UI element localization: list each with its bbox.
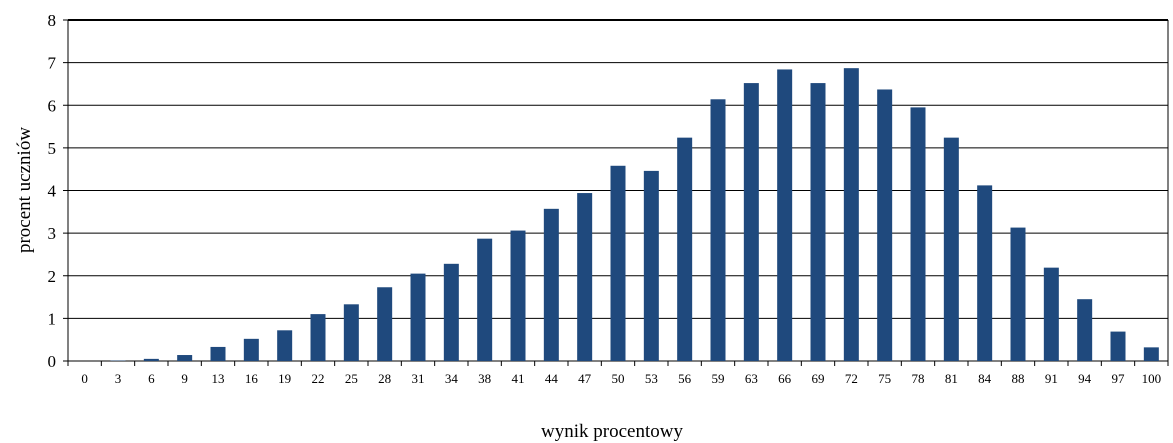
y-tick-labels: 0 1 2 3 4 5 6 7 8 (48, 11, 57, 371)
x-tick-label: 13 (212, 371, 225, 386)
x-tick-label: 69 (812, 371, 825, 386)
x-tick-label: 50 (612, 371, 625, 386)
x-tick-label: 47 (578, 371, 592, 386)
bar (610, 165, 626, 361)
bar (977, 185, 993, 361)
bar (877, 89, 893, 361)
bar (443, 263, 459, 361)
bar (1110, 331, 1126, 361)
x-tick-label: 6 (148, 371, 155, 386)
bar (777, 69, 793, 361)
x-tick-label: 41 (512, 371, 525, 386)
x-tick-label: 9 (181, 371, 188, 386)
bar (743, 83, 759, 362)
bar (710, 99, 726, 361)
y-tick-label: 6 (48, 96, 57, 115)
x-tick-label: 56 (678, 371, 692, 386)
bar (843, 68, 859, 361)
y-tick-label: 2 (48, 267, 57, 286)
y-tick-label: 5 (48, 139, 57, 158)
x-tick-label: 0 (81, 371, 88, 386)
y-tick-label: 1 (48, 309, 57, 328)
y-axis-title: procent uczniów (14, 127, 35, 253)
x-tick-label: 78 (912, 371, 925, 386)
x-tick-label: 25 (345, 371, 358, 386)
y-tick-label: 8 (48, 11, 57, 30)
bar (810, 83, 826, 362)
bar (543, 208, 559, 361)
bar (277, 330, 293, 361)
x-tick-label: 75 (878, 371, 891, 386)
x-tick-label: 63 (745, 371, 758, 386)
bar (677, 137, 693, 361)
x-tick-label: 100 (1142, 371, 1162, 386)
x-tick-label: 88 (1012, 371, 1025, 386)
x-tick-label: 38 (478, 371, 491, 386)
x-tick-label: 84 (978, 371, 992, 386)
x-tick-label: 22 (312, 371, 325, 386)
x-tick-label: 72 (845, 371, 858, 386)
bar (377, 287, 393, 361)
bar (1043, 267, 1059, 361)
y-tick-label: 3 (48, 224, 57, 243)
bar (477, 238, 493, 361)
x-tick-label: 53 (645, 371, 658, 386)
bar (410, 273, 426, 361)
x-tick-label: 16 (245, 371, 259, 386)
x-tick-label: 44 (545, 371, 559, 386)
x-tick-label: 3 (115, 371, 122, 386)
bar (310, 314, 326, 361)
x-tick-label: 94 (1078, 371, 1092, 386)
bar (643, 170, 659, 361)
x-tick-label: 19 (278, 371, 291, 386)
x-tick-label: 97 (1112, 371, 1126, 386)
y-tick-label: 4 (48, 182, 57, 201)
x-tick-label: 28 (378, 371, 391, 386)
x-tick-label: 81 (945, 371, 958, 386)
bar (910, 107, 926, 361)
bar (1010, 227, 1026, 361)
bar (210, 346, 226, 361)
x-tick-label: 31 (412, 371, 425, 386)
bar (1077, 299, 1093, 361)
bar (1143, 347, 1159, 361)
y-tick-label: 7 (48, 54, 57, 73)
bar (177, 355, 193, 361)
x-axis-title: wynik procentowy (541, 421, 683, 442)
bar (510, 230, 526, 361)
axes (63, 19, 1169, 366)
bars (110, 68, 1159, 362)
bar (943, 137, 959, 361)
bar (243, 338, 259, 361)
bar (343, 304, 359, 361)
x-tick-label: 34 (445, 371, 459, 386)
x-tick-label: 66 (778, 371, 792, 386)
x-tick-label: 59 (712, 371, 725, 386)
y-tick-label: 0 (48, 352, 57, 371)
x-tick-labels: 0 3 6 9 13 16 19 22 25 28 31 34 38 41 44 47 50 53 56 59 63 66… (81, 371, 1161, 386)
x-tick-label: 91 (1045, 371, 1058, 386)
bar (577, 193, 593, 361)
bar (143, 358, 159, 361)
